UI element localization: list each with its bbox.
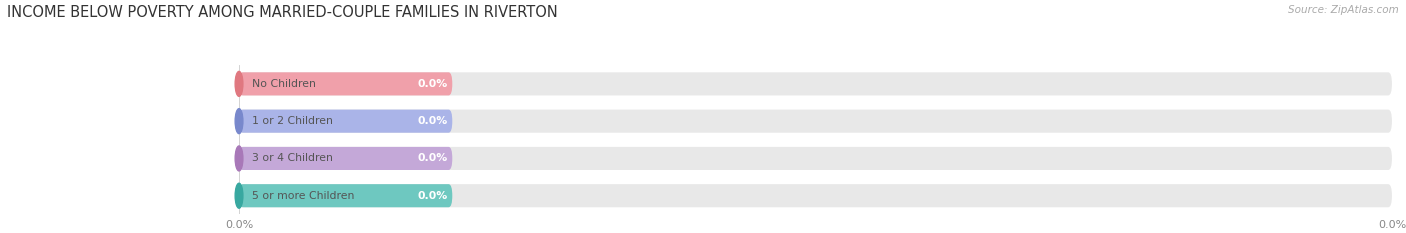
- FancyBboxPatch shape: [239, 147, 453, 170]
- FancyBboxPatch shape: [239, 110, 1392, 133]
- Text: 0.0%: 0.0%: [418, 191, 447, 201]
- FancyBboxPatch shape: [239, 147, 1392, 170]
- FancyBboxPatch shape: [239, 110, 453, 133]
- Circle shape: [235, 183, 243, 208]
- Text: 1 or 2 Children: 1 or 2 Children: [252, 116, 333, 126]
- FancyBboxPatch shape: [239, 184, 1392, 207]
- Text: 0.0%: 0.0%: [418, 79, 447, 89]
- Text: 5 or more Children: 5 or more Children: [252, 191, 354, 201]
- Text: 3 or 4 Children: 3 or 4 Children: [252, 154, 333, 163]
- Circle shape: [235, 146, 243, 171]
- Text: 0.0%: 0.0%: [418, 154, 447, 163]
- FancyBboxPatch shape: [239, 72, 1392, 96]
- FancyBboxPatch shape: [239, 184, 453, 207]
- Text: INCOME BELOW POVERTY AMONG MARRIED-COUPLE FAMILIES IN RIVERTON: INCOME BELOW POVERTY AMONG MARRIED-COUPL…: [7, 5, 558, 20]
- Text: Source: ZipAtlas.com: Source: ZipAtlas.com: [1288, 5, 1399, 15]
- Text: No Children: No Children: [252, 79, 316, 89]
- Circle shape: [235, 71, 243, 96]
- FancyBboxPatch shape: [239, 72, 453, 96]
- Text: 0.0%: 0.0%: [418, 116, 447, 126]
- Circle shape: [235, 109, 243, 134]
